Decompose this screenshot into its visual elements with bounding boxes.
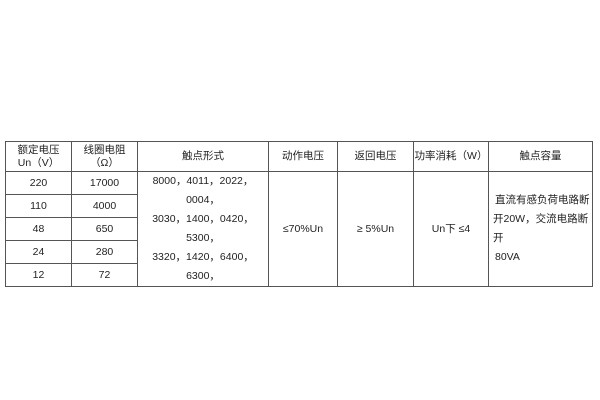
release-voltage-cell: ≥ 5%Un (337, 171, 414, 287)
table-row: 12 72 (5, 263, 593, 287)
header-rated-voltage: 额定电压 Un（V） (5, 141, 72, 172)
contact-form-line: 3320，1420，6400，6300， (152, 251, 254, 282)
operate-voltage-cell: ≤70%Un (268, 171, 338, 287)
header-contact-capacity: 触点容量 (488, 141, 593, 172)
relay-spec-table: 额定电压 Un（V） 线圈电阻 （Ω） 触点形式 动作电压 返回电压 功率消耗（W）… (5, 141, 593, 287)
resistance-cell: 4000 (71, 194, 138, 218)
voltage-cell: 110 (5, 194, 72, 218)
capacity-line: 80VA (495, 251, 520, 263)
voltage-cell: 48 (5, 217, 72, 241)
voltage-cell: 12 (5, 263, 72, 287)
header-text: （Ω） (90, 156, 119, 169)
table-row: 220 17000 8000，4011，2022，0004， 3030，1400… (5, 171, 593, 287)
header-contact-form: 触点形式 (137, 141, 269, 172)
power-cell: Un下 ≤4 (413, 171, 489, 287)
contact-capacity-cell: 直流有感负荷电路断 开20W，交流电路断开 80VA (488, 171, 593, 287)
header-operate-voltage: 动作电压 (268, 141, 338, 172)
header-coil-resistance: 线圈电阻 （Ω） (71, 141, 138, 172)
voltage-cell: 220 (5, 171, 72, 195)
resistance-cell: 17000 (71, 171, 138, 195)
header-text: Un（V） (17, 156, 60, 169)
contact-form-cell: 8000，4011，2022，0004， 3030，1400，0420，5300… (137, 171, 269, 287)
resistance-cell: 72 (71, 263, 138, 287)
resistance-cell: 280 (71, 240, 138, 264)
table-row: 110 4000 (5, 194, 593, 218)
header-text: 额定电压 (17, 143, 60, 156)
contact-form-line: 3030，1400，0420，5300， (152, 213, 254, 244)
header-text: 线圈电阻 (83, 143, 126, 156)
header-row: 额定电压 Un（V） 线圈电阻 （Ω） 触点形式 动作电压 返回电压 功率消耗（W）… (5, 141, 593, 172)
header-release-voltage: 返回电压 (337, 141, 414, 172)
table-row: 24 280 (5, 240, 593, 264)
contact-form-line: 8000，4011，2022，0004， (152, 175, 254, 206)
capacity-line: 直流有感负荷电路断 (495, 194, 590, 206)
header-power: 功率消耗（W） (413, 141, 489, 172)
resistance-cell: 650 (71, 217, 138, 241)
capacity-line: 开20W，交流电路断开 (493, 213, 589, 244)
voltage-cell: 24 (5, 240, 72, 264)
